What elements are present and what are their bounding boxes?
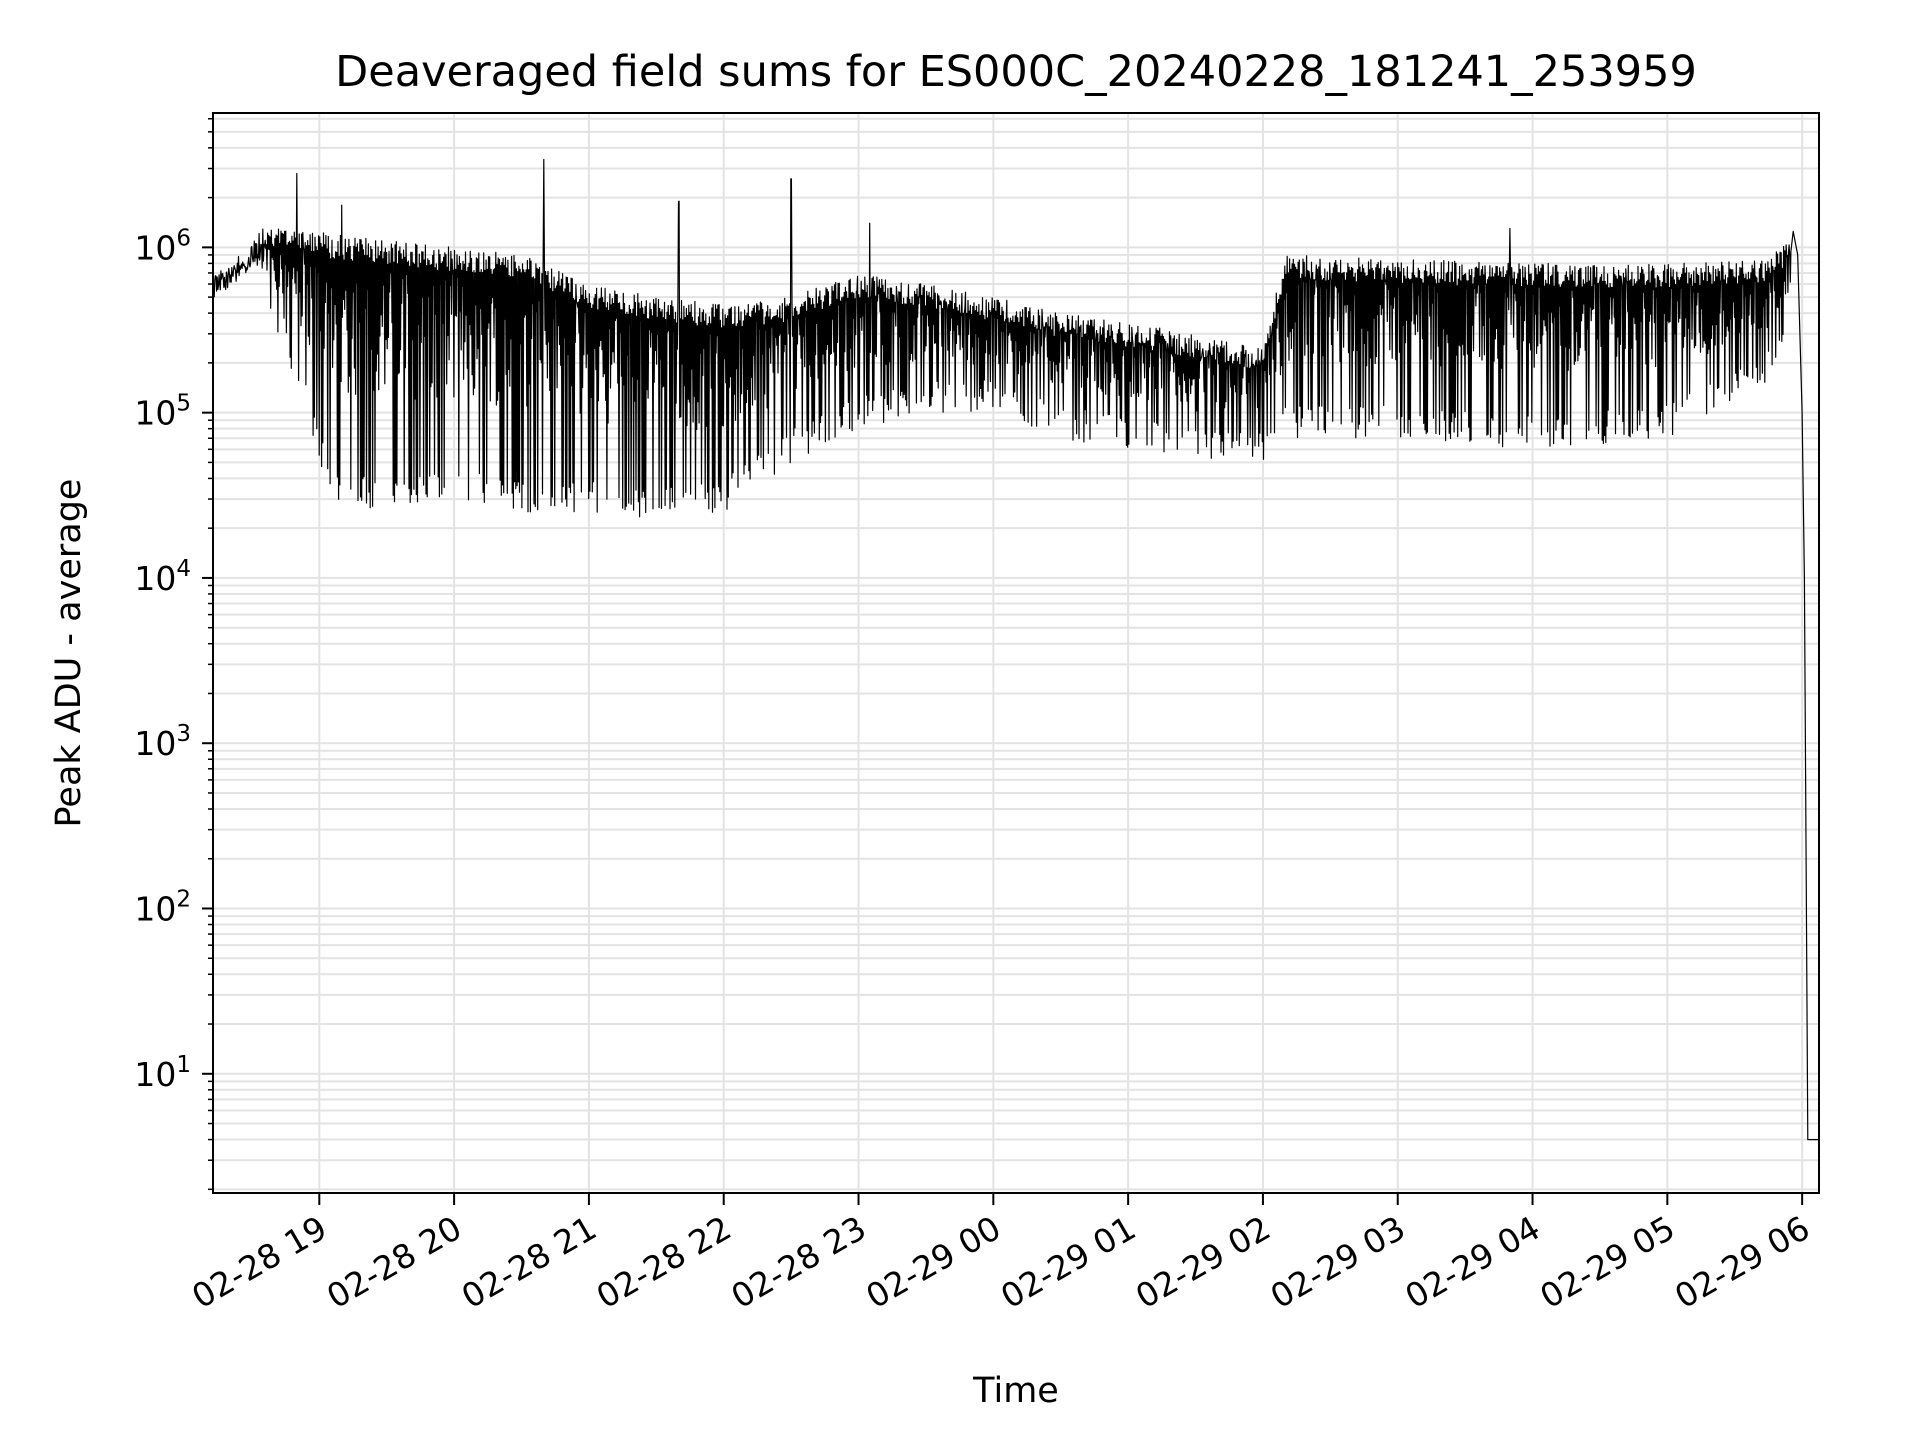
x-tick-label: 02-29 06	[1668, 1208, 1816, 1316]
y-tick-exponent: 3	[176, 721, 191, 747]
x-tick-label: 02-29 02	[1129, 1208, 1277, 1316]
series-group	[212, 158, 1819, 1141]
x-tick-label: 02-28 22	[590, 1208, 738, 1316]
x-tick-label: 02-28 23	[725, 1208, 873, 1316]
y-tick-base: 10	[134, 559, 176, 598]
y-tick-label: 101	[134, 1052, 191, 1094]
x-tick-label: 02-28 20	[320, 1208, 468, 1316]
x-tick-label: 02-28 19	[185, 1208, 333, 1316]
x-tick-label: 02-28 21	[455, 1208, 603, 1316]
x-tick-label: 02-29 05	[1533, 1208, 1681, 1316]
plot-frame	[212, 112, 1820, 1194]
y-tick-base: 10	[134, 394, 176, 433]
y-tick-exponent: 4	[176, 556, 191, 582]
y-tick-exponent: 2	[176, 887, 191, 913]
y-tick-base: 10	[134, 724, 176, 763]
y-tick-exponent: 6	[176, 225, 191, 251]
y-tick-base: 10	[134, 1055, 176, 1094]
y-tick-base: 10	[134, 890, 176, 929]
x-tick-label: 02-29 03	[1264, 1208, 1412, 1316]
y-tick-exponent: 1	[176, 1052, 191, 1078]
y-tick-label: 103	[134, 721, 191, 763]
y-tick-base: 10	[134, 228, 176, 267]
chart-title: Deaveraged field sums for ES000C_2024022…	[335, 47, 1697, 97]
y-tick-label: 102	[134, 887, 191, 929]
x-tick-label: 02-29 01	[994, 1208, 1142, 1316]
x-axis-label: Time	[972, 1371, 1059, 1411]
y-tick-label: 105	[134, 391, 191, 433]
y-tick-label: 104	[134, 556, 191, 598]
x-tick-label: 02-29 04	[1399, 1208, 1547, 1316]
series-line	[212, 158, 1819, 1141]
y-tick-exponent: 5	[176, 391, 191, 417]
y-tick-label: 106	[134, 225, 191, 267]
y-axis-label: Peak ADU - average	[49, 479, 89, 828]
x-tick-label: 02-29 00	[859, 1208, 1007, 1316]
